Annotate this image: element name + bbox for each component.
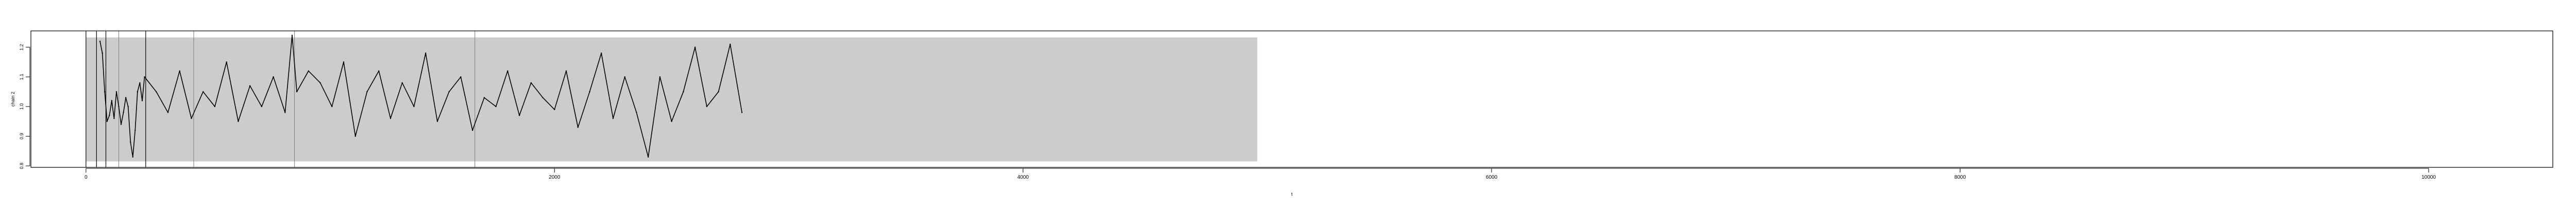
data-point — [120, 124, 122, 125]
data-point — [413, 106, 415, 108]
x-tick-label: 0 — [84, 175, 88, 180]
data-point — [659, 76, 661, 78]
series-layer — [99, 35, 743, 158]
data-point — [366, 91, 368, 93]
data-point — [130, 141, 131, 143]
data-point — [683, 91, 684, 93]
data-point — [518, 114, 520, 116]
data-point — [249, 85, 251, 87]
data-point — [273, 76, 274, 78]
vertical-lines-layer — [86, 31, 476, 167]
shaded-region-layer — [86, 37, 1258, 162]
data-point — [343, 61, 345, 63]
data-point — [554, 109, 555, 110]
x-tick-label: 2000 — [549, 175, 561, 180]
series-line — [99, 35, 742, 158]
shaded-region — [86, 37, 1258, 162]
data-point — [137, 91, 139, 93]
data-point — [156, 91, 157, 93]
data-point — [542, 97, 544, 98]
data-point — [741, 112, 743, 113]
data-point — [111, 100, 113, 101]
data-point — [125, 97, 127, 98]
data-point — [530, 82, 532, 84]
data-point — [483, 97, 485, 98]
data-point — [238, 121, 239, 122]
data-point — [179, 70, 180, 72]
data-point — [141, 100, 143, 101]
data-point — [127, 106, 129, 108]
data-point — [115, 91, 117, 93]
data-point — [118, 106, 120, 108]
data-point — [436, 121, 438, 122]
data-point — [565, 70, 567, 72]
data-point — [226, 61, 227, 63]
data-point — [624, 76, 625, 78]
data-point — [113, 117, 115, 119]
data-point — [636, 112, 637, 113]
data-point — [718, 91, 719, 93]
data-point — [425, 53, 427, 54]
x-tick-label: 6000 — [1486, 175, 1498, 180]
data-point — [448, 91, 450, 93]
data-point — [471, 129, 473, 131]
x-tick-label: 4000 — [1018, 175, 1029, 180]
data-point — [507, 70, 509, 72]
data-point — [132, 156, 134, 158]
data-point — [389, 117, 392, 119]
data-point — [612, 117, 614, 119]
y-axis-label: chain 2 — [10, 92, 15, 107]
data-point — [123, 112, 124, 113]
data-point — [495, 106, 497, 108]
y-tick-label: 1.2 — [19, 44, 24, 50]
data-point — [577, 127, 579, 128]
data-point — [601, 53, 602, 54]
data-point — [214, 106, 216, 108]
data-point — [647, 156, 649, 158]
x-axis-label: t — [1291, 192, 1293, 197]
y-tick-label: 0.9 — [19, 133, 24, 140]
data-point — [589, 91, 590, 93]
data-point — [319, 82, 321, 84]
data-point — [694, 46, 696, 48]
data-point — [202, 91, 204, 93]
data-point — [378, 70, 380, 72]
x-tick-label: 8000 — [1954, 175, 1966, 180]
data-point — [191, 117, 192, 119]
data-point — [101, 53, 103, 54]
data-point — [99, 40, 101, 42]
data-point — [331, 106, 333, 108]
data-point — [730, 43, 731, 45]
x-tick-label: 10000 — [2421, 175, 2436, 180]
data-point — [671, 121, 672, 122]
y-axis: 0.8 0.9 1.0 1.1 1.2 — [19, 44, 30, 169]
data-point — [284, 112, 286, 113]
data-point — [134, 129, 136, 131]
plot-frame — [30, 30, 2553, 168]
data-point — [109, 114, 110, 116]
data-point — [308, 70, 310, 72]
data-point — [139, 82, 141, 84]
data-point — [167, 112, 169, 113]
y-tick-label: 1.0 — [19, 104, 24, 110]
data-point — [706, 106, 708, 108]
data-point — [296, 91, 298, 93]
data-point — [261, 106, 263, 108]
data-point — [460, 76, 462, 78]
data-point — [401, 82, 403, 84]
data-point — [106, 121, 108, 122]
x-axis: 0 2000 4000 6000 8000 10000 — [84, 168, 2436, 180]
data-point — [104, 91, 106, 93]
y-tick-label: 1.1 — [19, 74, 24, 80]
data-point — [144, 76, 145, 78]
y-tick-label: 0.8 — [19, 163, 24, 169]
data-point — [354, 135, 356, 137]
data-point — [291, 35, 293, 36]
